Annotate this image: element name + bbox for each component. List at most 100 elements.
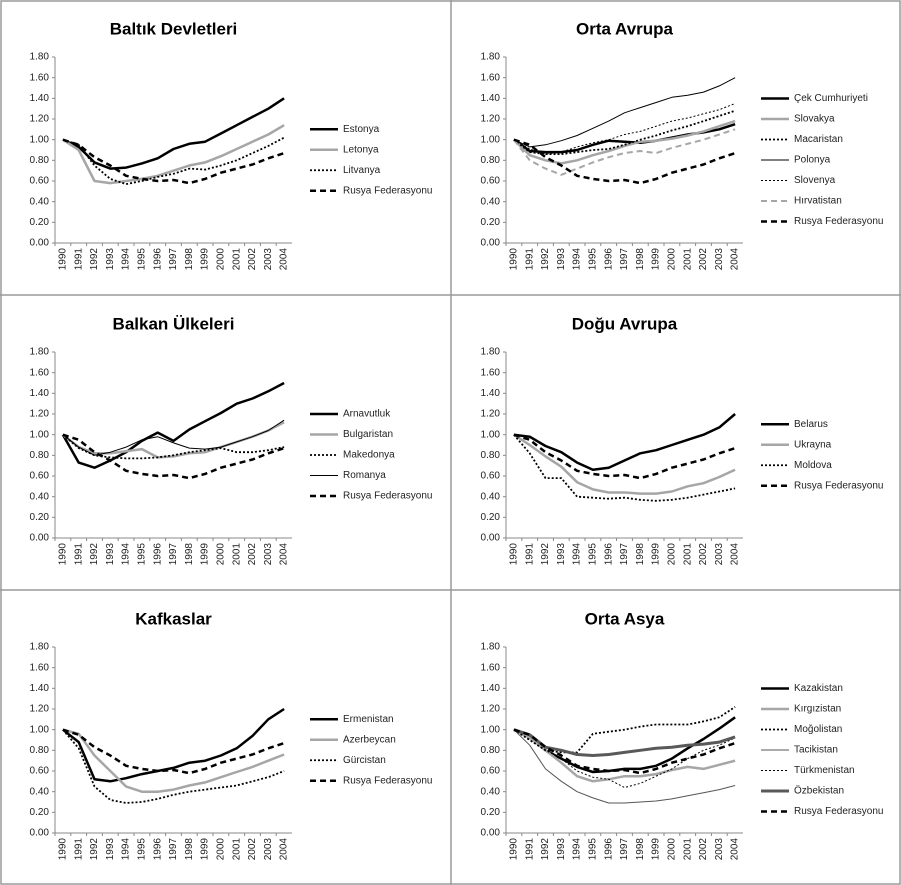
x-tick-label: 2003 [263, 248, 274, 271]
y-tick-label: 1.40 [30, 388, 50, 399]
x-tick-label: 2001 [231, 248, 242, 271]
x-tick-label: 1996 [603, 543, 614, 566]
y-tick-label: 1.80 [481, 347, 501, 358]
x-tick-label: 2003 [714, 543, 725, 566]
series-line [513, 103, 736, 155]
x-tick-label: 1993 [556, 838, 567, 861]
x-tick-label: 1992 [540, 543, 551, 566]
series-line [513, 77, 736, 148]
series-line [513, 433, 736, 480]
legend-label: Türkmenistan [794, 765, 855, 776]
y-tick-label: 0.20 [30, 217, 50, 228]
legend-label: Arnavutluk [343, 409, 391, 420]
y-tick-label: 1.20 [30, 704, 50, 715]
legend-label: Rusya Federasyonu [343, 775, 433, 786]
legend-label: Hırvatistan [794, 196, 842, 207]
x-tick-label: 1995 [137, 248, 148, 271]
legend-label: Rusya Federasyonu [794, 480, 884, 491]
y-tick-label: 0.20 [481, 217, 501, 228]
x-tick-label: 1996 [152, 543, 163, 566]
x-tick-label: 1991 [73, 543, 84, 566]
series-line [513, 728, 736, 783]
x-tick-label: 2004 [279, 838, 290, 861]
y-tick-label: 0.80 [481, 155, 501, 166]
y-tick-label: 0.20 [30, 807, 50, 818]
y-tick-label: 0.40 [30, 786, 50, 797]
y-tick-label: 1.80 [30, 347, 50, 358]
y-tick-label: 0.40 [481, 786, 501, 797]
x-tick-label: 2003 [263, 838, 274, 861]
y-tick-label: 0.00 [30, 238, 50, 249]
x-tick-label: 1995 [588, 248, 599, 271]
y-tick-label: 0.60 [481, 471, 501, 482]
x-tick-label: 1994 [121, 248, 132, 271]
y-tick-label: 1.80 [481, 52, 501, 63]
chart-title: Doğu Avrupa [572, 314, 678, 333]
x-tick-label: 1991 [73, 248, 84, 271]
y-tick-label: 1.40 [481, 388, 501, 399]
x-tick-label: 1994 [572, 543, 583, 566]
legend-label: Rusya Federasyonu [794, 216, 884, 227]
y-tick-label: 1.40 [30, 683, 50, 694]
y-tick-label: 1.80 [30, 642, 50, 653]
x-tick-label: 2000 [216, 543, 227, 566]
x-tick-label: 2001 [682, 248, 693, 271]
x-tick-label: 1998 [184, 838, 195, 861]
series-line [513, 128, 736, 176]
x-tick-label: 2003 [714, 248, 725, 271]
y-tick-label: 1.80 [481, 642, 501, 653]
x-tick-label: 1992 [540, 838, 551, 861]
chart-title: Orta Asya [585, 609, 665, 628]
series-line [62, 136, 285, 185]
x-tick-label: 1998 [635, 248, 646, 271]
legend-label: Özbekistan [794, 785, 844, 797]
legend-label: Rusya Federasyonu [794, 806, 884, 817]
x-tick-label: 2002 [247, 543, 258, 566]
legend-label: Polonya [794, 155, 831, 166]
y-tick-label: 1.20 [481, 704, 501, 715]
x-tick-label: 1995 [588, 838, 599, 861]
x-tick-label: 2002 [698, 543, 709, 566]
x-tick-label: 1996 [152, 838, 163, 861]
y-tick-label: 1.00 [30, 429, 50, 440]
y-tick-label: 0.40 [481, 196, 501, 207]
x-tick-label: 1999 [651, 838, 662, 861]
y-tick-label: 1.80 [30, 52, 50, 63]
y-tick-label: 0.00 [481, 238, 501, 249]
chart-title: Kafkaslar [135, 609, 212, 628]
chart-title: Balkan Ülkeleri [113, 314, 235, 333]
y-tick-label: 1.00 [30, 724, 50, 735]
x-tick-label: 2000 [216, 838, 227, 861]
x-tick-label: 2000 [667, 838, 678, 861]
x-tick-label: 1997 [168, 838, 179, 861]
legend-label: Letonya [343, 144, 379, 155]
legend-label: Slovenya [794, 175, 836, 186]
x-tick-label: 1997 [619, 248, 630, 271]
y-tick-label: 0.80 [30, 450, 50, 461]
y-tick-label: 1.00 [481, 134, 501, 145]
y-tick-label: 0.00 [30, 533, 50, 544]
series-line [513, 123, 736, 154]
x-tick-label: 2004 [730, 838, 741, 861]
x-tick-label: 2003 [714, 838, 725, 861]
x-tick-label: 1994 [572, 248, 583, 271]
y-tick-label: 1.00 [481, 429, 501, 440]
legend-label: Kırgızistan [794, 704, 841, 715]
y-tick-label: 0.80 [30, 745, 50, 756]
legend-label: Azerbeycan [343, 734, 396, 745]
chart-title: Baltık Devletleri [110, 19, 238, 38]
x-tick-label: 1997 [619, 543, 630, 566]
series-line [513, 138, 736, 185]
series-line [62, 124, 285, 185]
legend-label: Makedonya [343, 450, 395, 461]
y-tick-label: 0.20 [30, 512, 50, 523]
legend-label: Rusya Federasyonu [343, 185, 433, 196]
series-line [62, 729, 285, 804]
x-tick-label: 1998 [184, 543, 195, 566]
y-tick-label: 1.00 [481, 724, 501, 735]
series-line [513, 728, 736, 757]
y-tick-label: 1.60 [30, 72, 50, 83]
legend-label: Estonya [343, 124, 380, 135]
legend-label: Slovakya [794, 114, 835, 125]
